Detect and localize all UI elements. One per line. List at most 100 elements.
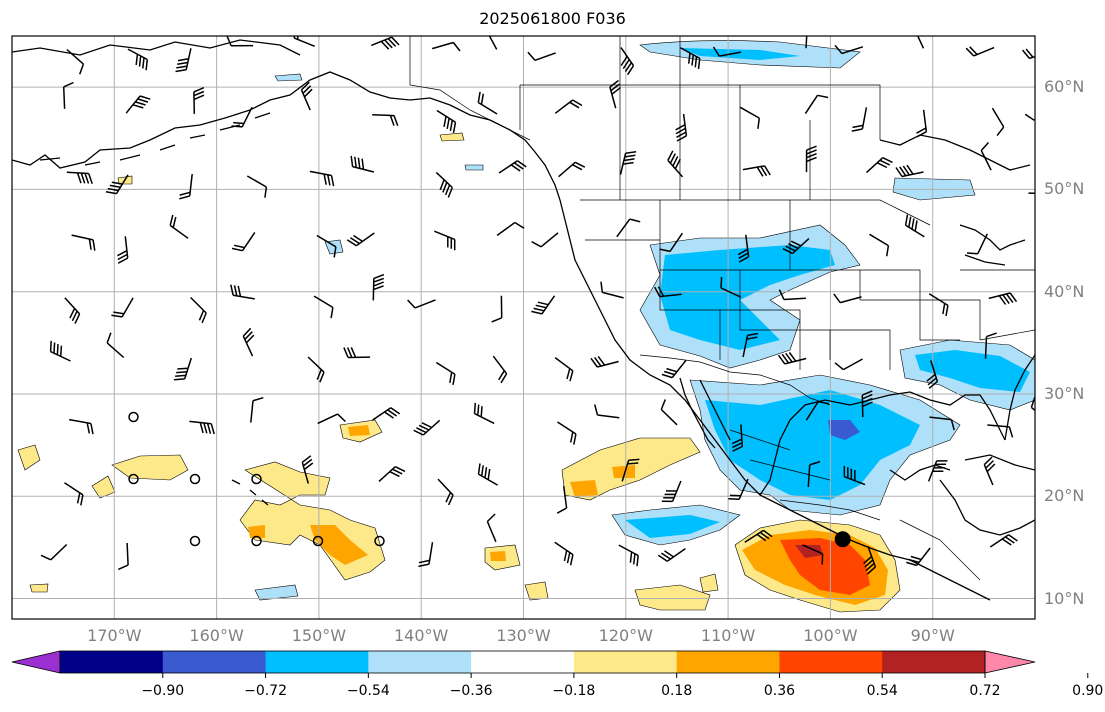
calm-circle-601 bbox=[128, 411, 139, 423]
wind-barb-611 bbox=[731, 424, 744, 452]
wind-barb-700 bbox=[64, 482, 84, 506]
colorbar bbox=[11, 650, 1089, 678]
wind-barb-13 bbox=[834, 44, 864, 55]
colorbar-tick-label-8: 0.72 bbox=[969, 683, 1001, 699]
wind-barb-400 bbox=[64, 297, 81, 324]
wind-barb-809 bbox=[618, 544, 639, 567]
wind-barb-0 bbox=[66, 48, 85, 75]
wind-barb-201 bbox=[105, 174, 129, 195]
wind-barb-16 bbox=[1022, 48, 1035, 60]
wind-barb-103 bbox=[231, 106, 253, 128]
wind-barb-510 bbox=[661, 359, 687, 379]
wind-barb-502 bbox=[173, 357, 193, 381]
fill-cyan-southeast bbox=[915, 350, 1030, 392]
wind-barb-603 bbox=[250, 396, 264, 423]
wind-barb-108 bbox=[554, 99, 583, 114]
wind-barb-211 bbox=[742, 165, 771, 177]
wind-barb-706 bbox=[437, 478, 454, 506]
wind-barb-602 bbox=[189, 420, 215, 435]
wind-barbs bbox=[40, 36, 1035, 575]
wind-barb-209 bbox=[619, 150, 637, 175]
wind-barb-511 bbox=[742, 332, 759, 358]
wind-barb-814 bbox=[906, 547, 931, 567]
wind-barb-712 bbox=[807, 460, 821, 487]
wind-barb-408 bbox=[531, 295, 556, 315]
calm-circle-804 bbox=[312, 535, 324, 547]
location-marker bbox=[834, 531, 851, 548]
lon-label-2: 150°W bbox=[291, 626, 347, 645]
calm-circle-803 bbox=[251, 535, 262, 547]
wind-barb-604 bbox=[317, 413, 346, 425]
wind-barb-102 bbox=[193, 87, 205, 114]
wind-barb-407 bbox=[491, 295, 503, 323]
border-us-states bbox=[585, 200, 1035, 370]
wind-barb-514 bbox=[926, 360, 939, 389]
wind-barb-200 bbox=[66, 171, 93, 184]
fill-orange-mid-2 bbox=[612, 465, 635, 478]
lat-label-3: 30°N bbox=[1044, 383, 1085, 403]
wind-barb-403 bbox=[230, 284, 255, 300]
border-central-america bbox=[899, 519, 981, 581]
fill-cyan-gulf bbox=[705, 390, 920, 500]
wind-barb-415 bbox=[988, 292, 1018, 305]
coast-gulf bbox=[759, 391, 1006, 496]
coastlines bbox=[12, 39, 1035, 601]
wind-barb-204 bbox=[309, 170, 335, 187]
wind-barb-505 bbox=[343, 347, 371, 359]
wind-barb-609 bbox=[593, 404, 620, 419]
fill-blue-small-4 bbox=[464, 164, 484, 171]
wind-barb-210 bbox=[667, 150, 684, 178]
wind-barb-301 bbox=[117, 236, 129, 264]
wind-barb-207 bbox=[498, 160, 527, 174]
wind-barb-110 bbox=[675, 113, 688, 142]
wind-barb-708 bbox=[556, 486, 568, 514]
wind-barb-3 bbox=[226, 36, 254, 47]
colorbar-segment-2 bbox=[265, 651, 369, 673]
wind-barb-115 bbox=[991, 107, 1005, 137]
wind-barb-12 bbox=[805, 36, 808, 49]
fill-yellow-hawaii-3 bbox=[17, 444, 41, 471]
fill-cyan-tongue bbox=[625, 515, 720, 538]
colorbar-tick-label-6: 0.36 bbox=[763, 683, 796, 699]
fill-yellow-hawaii-1 bbox=[111, 454, 189, 481]
fill-yellow-hawaii-2 bbox=[91, 475, 116, 499]
plot-frame bbox=[11, 35, 1036, 620]
wind-barb-312 bbox=[782, 238, 810, 255]
wind-barb-614 bbox=[929, 416, 955, 431]
wind-barb-7 bbox=[488, 36, 498, 50]
coast-baja bbox=[679, 377, 731, 449]
coast-aleutians bbox=[39, 112, 271, 166]
wind-barb-311 bbox=[737, 234, 750, 263]
border-us-mexico bbox=[639, 354, 831, 406]
calm-circle-802 bbox=[189, 535, 201, 547]
wind-barb-114 bbox=[916, 109, 928, 138]
wind-barb-506 bbox=[435, 361, 456, 386]
wind-barb-815 bbox=[989, 534, 1018, 548]
colorbar-tick-label-3: −0.36 bbox=[449, 683, 493, 699]
lat-label-1: 50°N bbox=[1044, 179, 1085, 199]
wind-barb-501 bbox=[106, 332, 125, 359]
colorbar-extend-high bbox=[984, 650, 1036, 674]
coast-hawaii bbox=[231, 479, 269, 506]
border-us-canada bbox=[580, 199, 931, 226]
fill-orange-small-2 bbox=[490, 551, 506, 561]
fill-royal-gulf bbox=[828, 420, 860, 440]
wind-barb-715 bbox=[983, 456, 996, 486]
wind-barb-616 bbox=[1030, 396, 1035, 412]
wind-barb-212 bbox=[805, 145, 817, 173]
lat-label-5: 10°N bbox=[1044, 588, 1085, 608]
wind-barb-507 bbox=[492, 355, 508, 384]
wind-barb-107 bbox=[477, 91, 498, 115]
lat-label-4: 20°N bbox=[1044, 486, 1085, 506]
calm-circle-702 bbox=[189, 473, 201, 485]
wind-barb-106 bbox=[436, 109, 457, 133]
wind-barb-711 bbox=[728, 478, 749, 500]
wind-barb-202 bbox=[179, 174, 193, 200]
fill-orange-small-1 bbox=[348, 425, 370, 436]
wind-barb-801 bbox=[117, 542, 129, 571]
wind-barb-304 bbox=[316, 234, 337, 258]
wind-barb-111 bbox=[739, 106, 761, 129]
calm-circle-805 bbox=[374, 535, 385, 547]
wind-barb-606 bbox=[413, 419, 441, 436]
wind-barb-413 bbox=[833, 293, 862, 304]
